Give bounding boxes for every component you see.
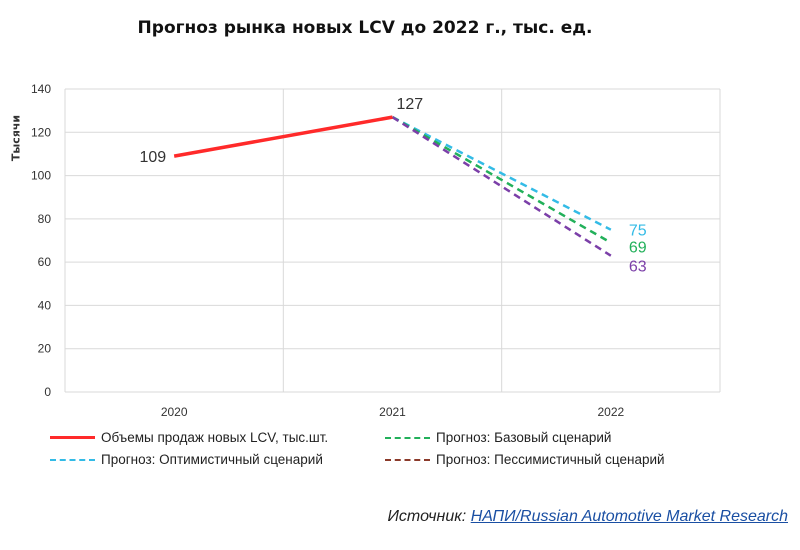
data-label-0-0: 109 xyxy=(139,149,166,166)
y-tick-label-120: 120 xyxy=(31,125,51,139)
y-tick-label-0: 0 xyxy=(44,385,51,399)
series-line-0 xyxy=(173,115,393,158)
legend-label-optimistic: Прогноз: Оптимистичный сценарий xyxy=(101,452,323,467)
legend-item-pessimistic: Прогноз: Пессимистичный сценарий xyxy=(385,452,665,467)
data-label-0-1: 127 xyxy=(397,96,424,113)
y-tick-label-100: 100 xyxy=(31,169,51,183)
legend-label-pessimistic: Прогноз: Пессимистичный сценарий xyxy=(436,452,665,467)
legend-item-base: Прогноз: Базовый сценарий xyxy=(385,430,611,445)
source-link[interactable]: НАПИ/Russian Automotive Market Research xyxy=(470,508,788,525)
y-tick-label-40: 40 xyxy=(38,298,52,312)
legend-label-sales: Объемы продаж новых LCV, тыс.шт. xyxy=(101,430,329,445)
y-tick-label-80: 80 xyxy=(38,212,52,226)
x-tick-label-2020: 2020 xyxy=(161,405,188,419)
y-tick-label-60: 60 xyxy=(38,255,52,269)
legend-swatch-optimistic xyxy=(50,458,95,461)
source-note: Источник: НАПИ/Russian Automotive Market… xyxy=(387,508,788,526)
legend-label-base: Прогноз: Базовый сценарий xyxy=(436,430,612,445)
data-label-3-1: 63 xyxy=(629,259,647,276)
y-tick-label-140: 140 xyxy=(31,82,51,96)
legend-swatch-sales xyxy=(50,436,95,439)
source-prefix: Источник: xyxy=(387,508,471,525)
chart-title: Прогноз рынка новых LCV до 2022 г., тыс.… xyxy=(137,18,593,38)
legend-item-sales: Объемы продаж новых LCV, тыс.шт. xyxy=(50,430,328,445)
line-chart: 0 20 40 60 80 100 120 140 2020 2021 2022 109 127 7569… xyxy=(31,82,721,419)
data-label-1-1: 75 xyxy=(629,223,647,240)
data-label-2-1: 69 xyxy=(629,240,647,257)
legend-swatch-base xyxy=(385,436,430,439)
y-tick-label-20: 20 xyxy=(38,342,52,356)
x-tick-label-2021: 2021 xyxy=(379,405,406,419)
legend-swatch-pessimistic xyxy=(385,458,430,461)
series-line-1 xyxy=(391,116,612,231)
legend-item-optimistic: Прогноз: Оптимистичный сценарий xyxy=(50,452,323,467)
x-tick-label-2022: 2022 xyxy=(597,405,624,419)
series-line-2 xyxy=(391,116,612,244)
